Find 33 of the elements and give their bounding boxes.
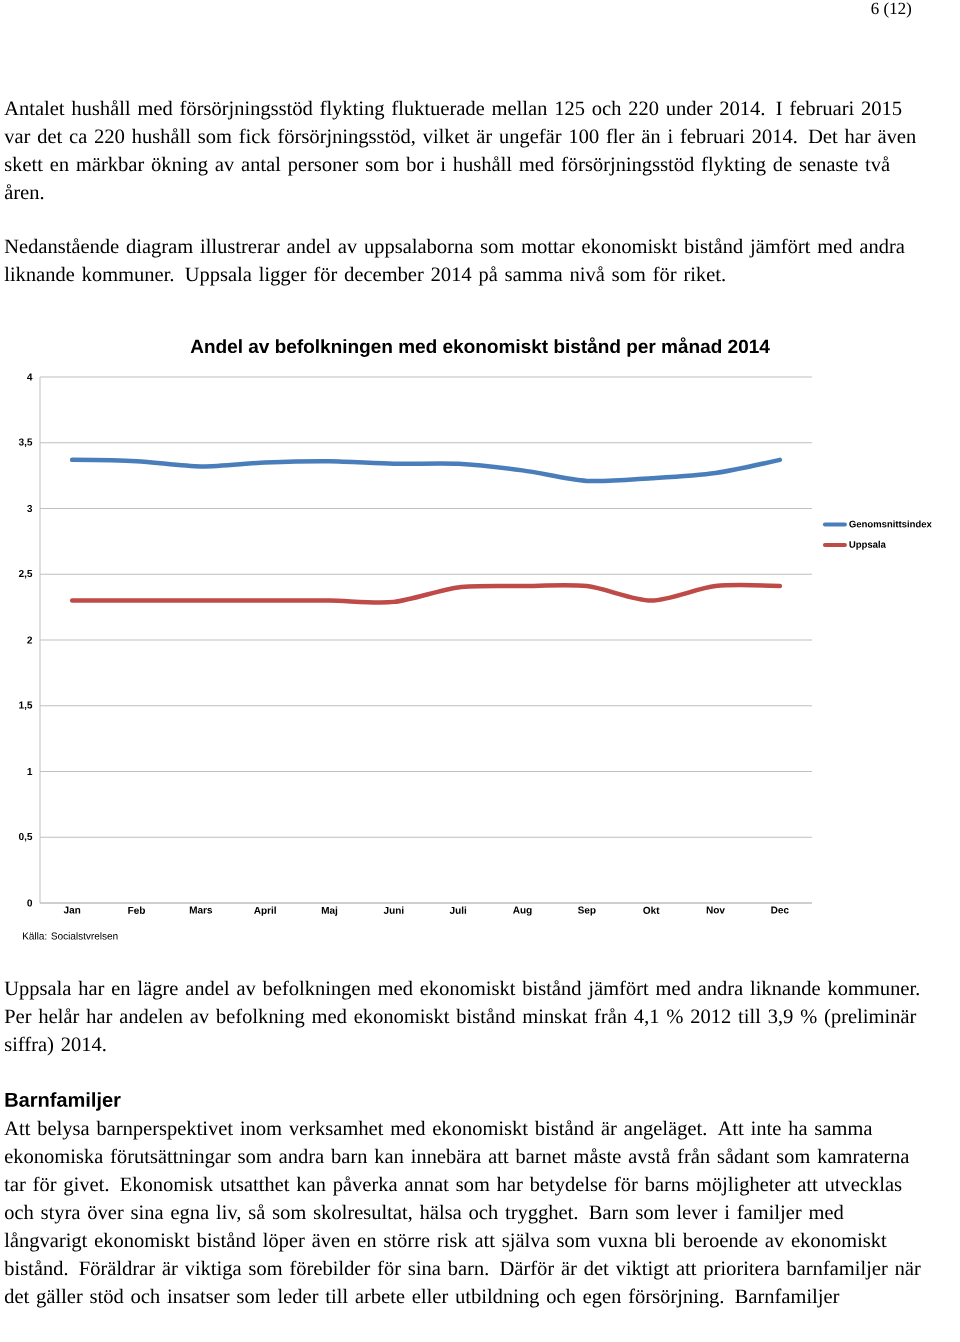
y-tick-label: 3 — [27, 504, 33, 513]
x-tick-label: Feb — [128, 906, 145, 914]
text: Nedanstående diagram illustrerar andel av uppsalaborna som mottar ekonomiskt bistånd jämfört med andra liknande kommuner. Uppsala ligger för december 2014 på samma nivå som för riket. — [4, 238, 905, 286]
text: Barnfamiljer — [5, 1092, 121, 1111]
line-series — [69, 457, 783, 484]
y-tick-label: 0 — [27, 899, 33, 907]
x-tick-label: Juli — [449, 906, 467, 914]
x-tick-label: Jan — [63, 906, 81, 914]
legend-label: Genomsnittsindex — [849, 520, 932, 528]
y-tick-label: 2,5 — [18, 570, 33, 579]
y-tick-label: 4 — [27, 373, 33, 381]
y-tick-label: 0,5 — [18, 833, 33, 842]
chart-title: Andel av befolkningen med ekonomiskt bistånd per månad 2014 — [190, 337, 770, 357]
x-tick-label: Mars — [189, 906, 213, 914]
x-tick-label: Nov — [706, 906, 725, 914]
legend-label: Uppsala — [849, 540, 886, 550]
x-tick-label: Aug — [513, 906, 532, 916]
text: Att belysa barnperspektivet inom verksamhet med ekonomiskt bistånd är angeläget. Att inte ha samma ekonomiska förutsättningar som andra barn kan innebära att barnet måste avstå från sådant som kamraterna tar för givet. Ekonomisk utsatthet kan påverka annat som har betydelse för barns möjligheter att utvecklas och styra över sina egna liv, så som skolresultat, hälsa och trygghet. Barn som lever i familjer med långvarigt ekonomiskt bistånd löper även en större risk att själva som vuxna bli beroende av ekonomiskt bistånd. Föräldrar är viktiga som förebilder för sina barn. Därför är det viktigt att prioritera barnfamiljer när det gäller stöd och insatser som leder till arbete eller utbildning och egen försörjning. Barnfamiljer — [4, 1120, 921, 1308]
x-tick-label: Maj — [321, 906, 338, 916]
x-tick-label: Okt — [643, 906, 660, 914]
x-tick-label: Dec — [771, 906, 789, 914]
line-series — [69, 582, 783, 605]
text: Uppsala har en lägre andel av befolkningen med ekonomiskt bistånd jämfört med andra liknande kommuner. Per helår har andelen av befolkning med ekonomiskt bistånd minskat från 4,1 % 2012 till 3,9 % (preliminär siffra) 2014. — [4, 980, 919, 1056]
x-tick-label: April — [254, 906, 276, 916]
y-tick-label: 3,5 — [18, 438, 33, 448]
y-tick-label: 2 — [27, 636, 33, 644]
y-tick-label: 1 — [27, 768, 33, 775]
text: Antalet hushåll med försörjningsstöd flykting fluktuerade mellan 125 och 220 under 2014. I februari 2015 var det ca 220 hushåll som fick försörjningsstöd, vilket är ungefär 100 fler än i februari 2014. Det har även skett en märkbar ökning av antal personer som bor i hushåll med försörjningsstöd flykting de senaste två åren. — [4, 100, 916, 200]
y-tick-label: 1,5 — [19, 701, 33, 710]
x-tick-label: Juni — [383, 906, 404, 914]
text: 6 (12) — [871, 2, 912, 18]
x-tick-label: Sep — [577, 906, 596, 916]
text: Källa: Socialstvrelsen — [23, 932, 118, 940]
